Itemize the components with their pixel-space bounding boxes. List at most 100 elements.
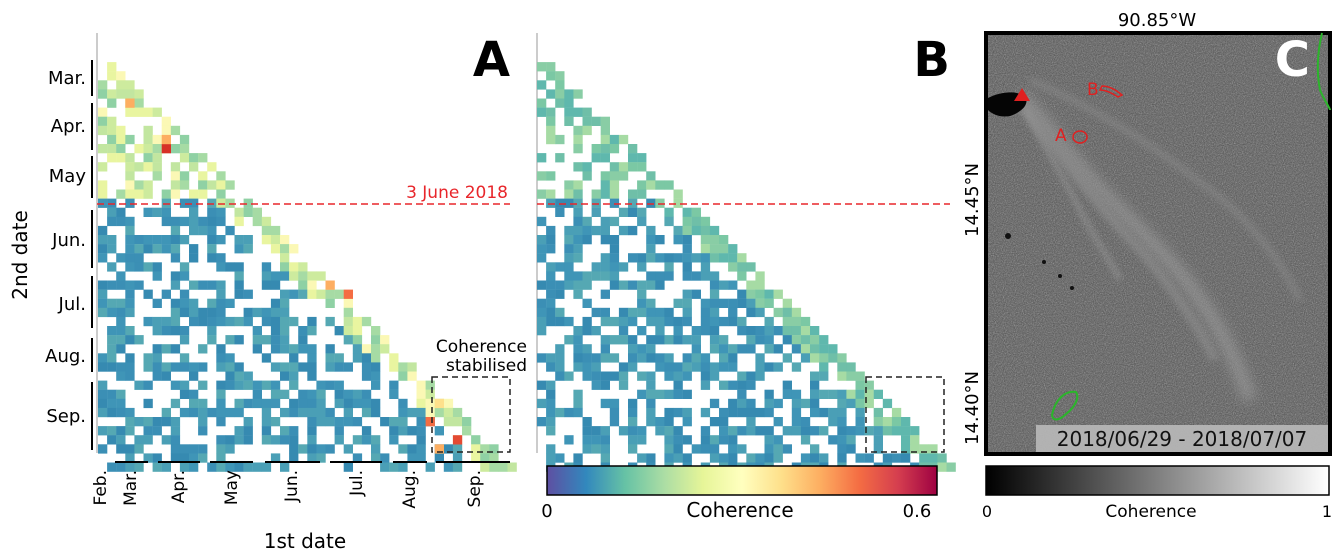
matrix-cell xyxy=(116,125,126,136)
matrix-cell xyxy=(573,407,583,418)
matrix-cell xyxy=(882,398,893,409)
matrix-cell xyxy=(910,444,920,454)
matrix-cell xyxy=(700,244,711,254)
matrix-cell xyxy=(307,398,317,409)
matrix-cell xyxy=(307,444,317,454)
matrix-cell xyxy=(125,107,135,117)
matrix-cell xyxy=(243,398,253,409)
matrix-cell xyxy=(125,280,135,290)
matrix-cell xyxy=(116,426,126,436)
matrix-cell xyxy=(709,435,720,445)
annotation-line1: Coherence xyxy=(436,337,527,357)
matrix-cell xyxy=(161,116,171,126)
matrix-cell xyxy=(600,144,610,154)
matrix-cell xyxy=(134,235,144,245)
matrix-cell xyxy=(125,262,135,272)
matrix-cell xyxy=(443,407,454,418)
matrix-cell xyxy=(298,289,308,299)
matrix-cell xyxy=(261,353,272,363)
matrix-cell xyxy=(782,444,792,454)
matrix-cell xyxy=(398,417,408,427)
matrix-cell xyxy=(582,326,592,336)
matrix-cell xyxy=(582,171,592,181)
matrix-cell xyxy=(98,244,108,254)
matrix-cell xyxy=(107,307,117,318)
matrix-cell xyxy=(755,426,765,436)
matrix-cell xyxy=(270,280,281,290)
matrix-cell xyxy=(325,362,335,372)
matrix-cell xyxy=(343,362,353,372)
matrix-cell xyxy=(609,335,620,345)
colorbar-min: 0 xyxy=(541,501,552,522)
matrix-cell xyxy=(564,280,574,290)
matrix-cell xyxy=(152,362,162,372)
matrix-cell xyxy=(737,344,747,354)
matrix-cell xyxy=(380,335,390,345)
matrix-cell xyxy=(352,344,363,354)
matrix-cell xyxy=(107,144,117,154)
matrix-cell xyxy=(216,262,226,272)
matrix-cell xyxy=(910,435,920,445)
matrix-cell xyxy=(116,444,126,454)
matrix-cell xyxy=(125,225,135,236)
matrix-cell xyxy=(107,262,117,272)
matrix-cell xyxy=(462,426,472,436)
matrix-cell xyxy=(107,298,117,308)
matrix-cell xyxy=(664,262,674,272)
matrix-cell xyxy=(673,225,683,236)
matrix-cell xyxy=(600,316,610,327)
matrix-cell xyxy=(873,417,883,427)
matrix-cell xyxy=(107,362,117,372)
matrix-cell xyxy=(746,326,756,336)
matrix-cell xyxy=(846,435,856,445)
matrix-cell xyxy=(198,171,208,181)
matrix-cell xyxy=(600,216,610,227)
matrix-cell xyxy=(98,289,108,299)
matrix-cell xyxy=(189,398,199,409)
matrix-cell xyxy=(416,435,426,445)
matrix-cell xyxy=(161,316,171,327)
matrix-cell xyxy=(261,335,272,345)
matrix-cell xyxy=(682,335,692,345)
matrix-cell xyxy=(134,98,144,108)
matrix-cell xyxy=(637,180,647,190)
matrix-cell xyxy=(216,307,226,318)
matrix-cell xyxy=(170,316,181,327)
matrix-cell xyxy=(289,262,299,272)
matrix-cell-accent xyxy=(434,398,444,409)
matrix-cell xyxy=(773,344,783,354)
matrix-cell xyxy=(537,307,547,318)
colorbar-gray xyxy=(985,465,1330,496)
matrix-cell xyxy=(152,244,162,254)
matrix-cell xyxy=(207,316,217,327)
matrix-cell xyxy=(280,371,290,381)
matrix-cell xyxy=(143,362,153,372)
matrix-cell xyxy=(600,435,610,445)
matrix-cell xyxy=(628,198,638,208)
matrix-cell xyxy=(773,444,783,454)
matrix-cell xyxy=(673,335,683,345)
matrix-cell xyxy=(170,344,181,354)
matrix-cell xyxy=(425,380,435,390)
matrix-cell xyxy=(555,280,565,290)
matrix-cell xyxy=(480,462,490,472)
matrix-cell xyxy=(107,398,117,409)
matrix-cell xyxy=(152,235,162,245)
matrix-cell xyxy=(555,407,565,418)
matrix-cell xyxy=(434,426,444,436)
matrix-cell xyxy=(243,235,253,245)
matrix-cell xyxy=(298,280,308,290)
matrix-cell xyxy=(389,426,399,436)
colorbar-gray-min: 0 xyxy=(982,502,992,521)
matrix-cell xyxy=(343,398,353,409)
matrix-cell xyxy=(216,189,226,199)
matrix-cell xyxy=(434,453,444,463)
matrix-cell xyxy=(700,426,711,436)
matrix-cell xyxy=(746,371,756,381)
matrix-cell xyxy=(425,407,435,418)
matrix-cell xyxy=(800,398,811,409)
matrix-cell xyxy=(98,144,108,154)
matrix-cell xyxy=(891,453,902,463)
matrix-cell xyxy=(537,107,547,117)
matrix-cell xyxy=(152,371,162,381)
